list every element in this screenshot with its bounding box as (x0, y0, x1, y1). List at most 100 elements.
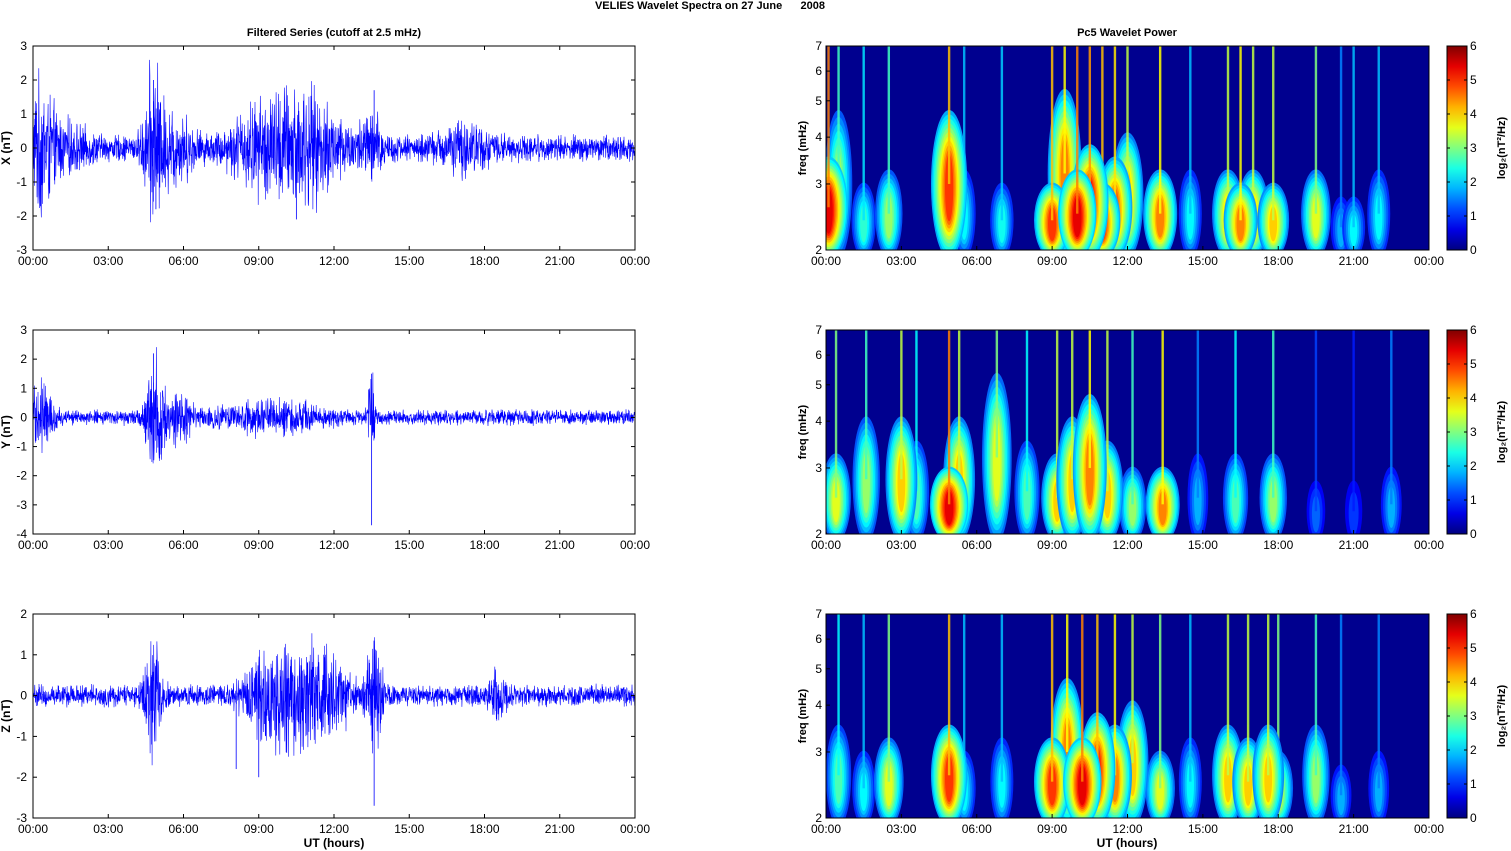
heatmap-blob (1194, 476, 1202, 526)
heatmap-plume (1189, 46, 1192, 214)
colorbar-tick-label: 1 (1470, 493, 1477, 507)
heatmap-plume (1088, 46, 1092, 202)
heatmap-plume (1277, 614, 1280, 789)
y-tick-label: -3 (16, 498, 27, 512)
y-axis-label: freq (mHz) (797, 120, 809, 175)
heatmap-blob (1236, 206, 1245, 242)
heatmap-plume (962, 46, 966, 214)
timeseries-panel-y: 00:00 03:00 06:00 09:00 12:00 15:00 18:00 21:00… (0, 323, 650, 552)
y-axis-label: Z (nT) (0, 699, 13, 732)
y-tick-label: 1 (20, 107, 27, 121)
main-title: VELIES Wavelet Spectra on 27 June 2008 (595, 0, 825, 12)
colorbar-tick-label: 3 (1470, 141, 1477, 155)
x-tick-label: 12:00 (319, 538, 349, 552)
heatmap-blob (1312, 196, 1320, 239)
x-tick-label: 09:00 (1037, 822, 1067, 836)
heatmap-blob (1312, 754, 1320, 804)
heatmap-plume (827, 46, 830, 208)
y-tick-label: -4 (16, 527, 27, 541)
heatmap-plume (1106, 330, 1109, 492)
heatmap-blob (1158, 490, 1167, 526)
x-tick-label: 03:00 (93, 822, 123, 836)
colorbar-tick-label: 4 (1470, 675, 1477, 689)
x-tick-label: 18:00 (1263, 822, 1293, 836)
heatmap-plume (1158, 614, 1162, 789)
colorbar-tick-label: 5 (1470, 357, 1477, 371)
x-tick-label: 03:00 (886, 538, 916, 552)
colorbar-label: log₂(nT²/Hz) (1496, 401, 1508, 464)
y-axis-label: X (nT) (0, 131, 13, 165)
y-tick-label: 2 (815, 811, 822, 825)
heatmap-blob (860, 771, 868, 812)
y-tick-label: 3 (815, 745, 822, 759)
x-tick-label: 15:00 (394, 254, 424, 268)
colorbar-tick-label: 0 (1470, 811, 1477, 825)
x-tick-label: 09:00 (244, 254, 274, 268)
heatmap-plume (1063, 46, 1066, 174)
y-tick-label: 7 (815, 39, 822, 53)
heatmap-plume (837, 614, 840, 776)
x-tick-label: 09:00 (1037, 254, 1067, 268)
heatmap-plume (887, 614, 891, 782)
heatmap-plume (862, 614, 865, 789)
y-tick-label: -1 (16, 729, 27, 743)
y-tick-label: 3 (20, 39, 27, 53)
heatmap-plume (1101, 46, 1104, 221)
x-tick-label: 00:00 (1414, 822, 1444, 836)
colorbar-tick-label: 2 (1470, 459, 1477, 473)
heatmap-plume (1196, 330, 1200, 498)
heatmap-blob (832, 480, 840, 523)
colorbar-tick-label: 6 (1470, 607, 1477, 621)
heatmap-plume (1239, 46, 1242, 221)
heatmap-blob (860, 204, 868, 243)
colorbar-tick-label: 1 (1470, 209, 1477, 223)
y-tick-label: 6 (815, 64, 822, 78)
x-tick-label: 21:00 (1339, 538, 1369, 552)
heatmap-plume (1314, 330, 1318, 512)
heatmap-blob (1269, 479, 1277, 523)
heatmap-blob (1337, 781, 1345, 816)
x-tick-label: 00:00 (620, 538, 650, 552)
heatmap-blob (1048, 765, 1057, 806)
y-tick-label: -3 (16, 811, 27, 825)
heatmap-blob (885, 195, 893, 239)
x-tick-label: 03:00 (93, 538, 123, 552)
plot-frame (32, 329, 636, 535)
heatmap-plume (1267, 614, 1270, 776)
colorbar-tick-label: 0 (1470, 243, 1477, 257)
x-tick-label: 06:00 (168, 254, 198, 268)
heatmap-plume (1025, 330, 1029, 492)
heatmap-blob (1375, 193, 1383, 240)
x-tick-label: 00:00 (18, 254, 48, 268)
heatmap-plume (1390, 330, 1393, 505)
x-tick-label: 00:00 (1414, 538, 1444, 552)
y-tick-label: -1 (16, 175, 27, 189)
heatmap-plume (1096, 614, 1099, 770)
heatmap-blob (1078, 765, 1087, 806)
heatmap-plume (1000, 46, 1004, 221)
y-tick-label: -2 (16, 209, 27, 223)
heatmap-plume (1066, 614, 1069, 752)
left-xlabel: UT (hours) (304, 836, 365, 850)
heatmap-plume (837, 46, 840, 184)
heatmap-blob (1186, 761, 1194, 808)
heatmap-plume (1000, 614, 1004, 782)
y-axis-label: freq (mHz) (797, 688, 809, 743)
heatmap-blob (1224, 755, 1232, 803)
x-tick-label: 21:00 (545, 538, 575, 552)
colorbar-tick-label: 6 (1470, 323, 1477, 337)
y-tick-label: 3 (815, 461, 822, 475)
x-tick-label: 09:00 (1037, 538, 1067, 552)
x-tick-label: 18:00 (469, 254, 499, 268)
x-tick-label: 00:00 (18, 822, 48, 836)
colorbar-tick-label: 2 (1470, 175, 1477, 189)
heatmap-plume (1088, 330, 1092, 468)
y-axis-label: freq (mHz) (797, 404, 809, 459)
heatmap-plume (962, 614, 966, 789)
heatmap-plume (1158, 46, 1162, 214)
heatmap-plume (1314, 46, 1318, 214)
y-tick-label: -2 (16, 469, 27, 483)
y-tick-label: 4 (815, 130, 822, 144)
colorbar-tick-label: 0 (1470, 527, 1477, 541)
heatmap-plume (947, 330, 951, 505)
